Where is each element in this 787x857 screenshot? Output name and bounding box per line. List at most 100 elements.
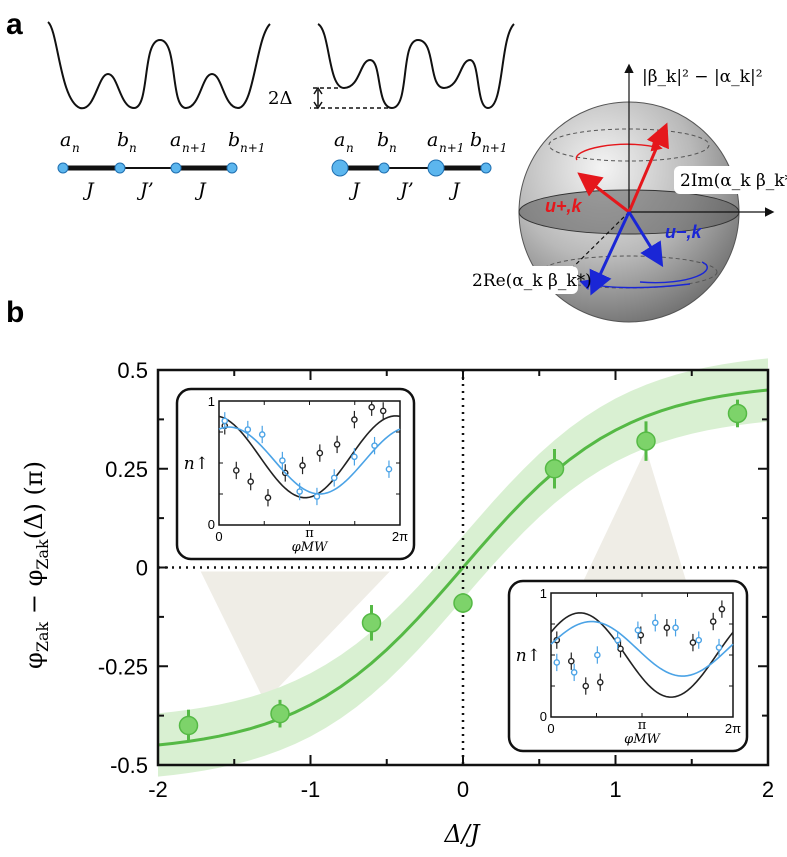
svg-text:n: n (129, 141, 137, 155)
inset-x-tick-label: 0 (215, 529, 222, 544)
inset-point-black (247, 478, 254, 485)
inset-fit-black (550, 612, 734, 698)
y-tick-label: -0.5 (110, 753, 148, 778)
y-axis-label: φZak − φZak(Δ) (π) (20, 461, 52, 669)
inset-point-blue (221, 417, 229, 425)
x-tick-label: 0 (457, 777, 469, 802)
x-tick-label: 2 (762, 777, 774, 802)
vector-minus (589, 211, 631, 296)
axis-y-label: 2Im(α_k β_k*) (680, 171, 787, 191)
data-point (361, 613, 382, 633)
inset-fit-black (218, 415, 401, 499)
svg-text:n+1: n+1 (439, 141, 464, 155)
inset-point-blue (258, 431, 266, 438)
vector-plus-label: u+,k (545, 196, 583, 216)
inset-y-axis-label: n↑ (516, 646, 541, 666)
svg-text:n+1: n+1 (240, 141, 265, 155)
y-tick-label: 0.5 (117, 358, 148, 383)
axis-z-label: |β_k|² − |α_k|² (642, 67, 763, 87)
x-axis-label: Δ/J (443, 820, 480, 848)
inset-point-black (333, 441, 341, 448)
inset-point-black (368, 403, 375, 411)
svg-text:a: a (334, 129, 345, 151)
inset-y-tick-label: 1 (208, 394, 215, 409)
svg-text:J’: J’ (396, 179, 414, 201)
svg-text:J: J (82, 179, 95, 201)
inset-upper-left: 0 π 2π φMW 0 1 n↑ (175, 387, 416, 561)
x-tick-label: 1 (609, 777, 621, 802)
inset-point-blue (634, 626, 642, 634)
inset-point-blue (330, 474, 338, 482)
chain-right (331, 159, 492, 177)
data-point (727, 403, 748, 424)
inset-point-blue (594, 651, 601, 659)
svg-text:φZak − φZak(Δ) (π): φZak − φZak(Δ) (π) (20, 461, 52, 669)
y-tick-label: -0.25 (98, 654, 148, 679)
x-tick-label: -2 (148, 777, 168, 802)
inset-x-tick-label: 2π (725, 721, 741, 736)
inset-point-black (582, 682, 590, 690)
potential-curve-left (47, 21, 271, 110)
inset-point-blue (279, 457, 286, 464)
inset-point-blue (553, 659, 561, 666)
svg-text:n: n (72, 141, 80, 155)
svg-text:J: J (348, 179, 361, 201)
y-tick-label: 0 (136, 556, 148, 581)
svg-text:n: n (389, 141, 397, 155)
inset-point-blue (351, 453, 358, 461)
inset-point-blue (570, 669, 578, 676)
svg-text:J’: J’ (136, 179, 154, 201)
y-tick-label: 0.25 (105, 457, 148, 482)
svg-text:n+1: n+1 (182, 141, 207, 155)
inset-point-black (709, 618, 717, 625)
svg-text:b: b (117, 129, 129, 151)
inset-point-blue (244, 426, 252, 433)
inset-y-tick-label: 1 (540, 586, 547, 601)
data-point (544, 459, 565, 479)
svg-text:J: J (448, 179, 461, 201)
inset-point-blue (715, 644, 723, 651)
inset-x-tick-label: 2π (392, 529, 408, 544)
inset-x-axis-label: φMW (624, 732, 661, 747)
x-tick-label: -1 (301, 777, 321, 802)
inset-point-blue (371, 442, 378, 449)
inset-point-blue (313, 493, 321, 500)
potential-curve-right (317, 23, 515, 110)
svg-text:b: b (377, 129, 389, 151)
svg-text:n+1: n+1 (482, 141, 507, 155)
inset-x-tick-label: π (638, 718, 647, 733)
inset-point-blue (385, 465, 393, 473)
inset-point-blue (651, 619, 659, 627)
inset-point-blue (614, 636, 621, 644)
data-point (636, 431, 656, 451)
svg-text:J: J (194, 179, 207, 201)
inset-point-black (663, 624, 671, 632)
inset-fit-blue (550, 620, 734, 677)
inset-point-black (689, 639, 697, 646)
svg-text:b: b (470, 129, 482, 151)
inset-point-black (264, 494, 272, 502)
inset-fit-blue (218, 426, 401, 495)
inset-point-blue (672, 624, 679, 632)
inset-x-tick-label: π (305, 526, 314, 541)
inset-y-tick-label: 0 (540, 709, 547, 724)
inset-point-black (299, 462, 306, 469)
inset-point-black (232, 467, 240, 474)
data-point (453, 593, 473, 613)
chain-left (57, 162, 238, 174)
inset-y-axis-label: n↑ (184, 454, 209, 474)
svg-text:b: b (228, 129, 240, 151)
data-point (270, 703, 290, 724)
vector-minus-label: u−,k (665, 222, 703, 242)
svg-text:a: a (427, 129, 438, 151)
svg-text:n: n (346, 141, 354, 155)
inset-point-black (596, 678, 604, 686)
svg-text:a: a (60, 129, 71, 151)
inset-point-black (316, 449, 324, 457)
inset-point-blue (296, 488, 303, 495)
inset-y-tick-label: 0 (208, 517, 215, 532)
inset-point-black (637, 631, 645, 639)
inset-point-black (379, 407, 387, 415)
